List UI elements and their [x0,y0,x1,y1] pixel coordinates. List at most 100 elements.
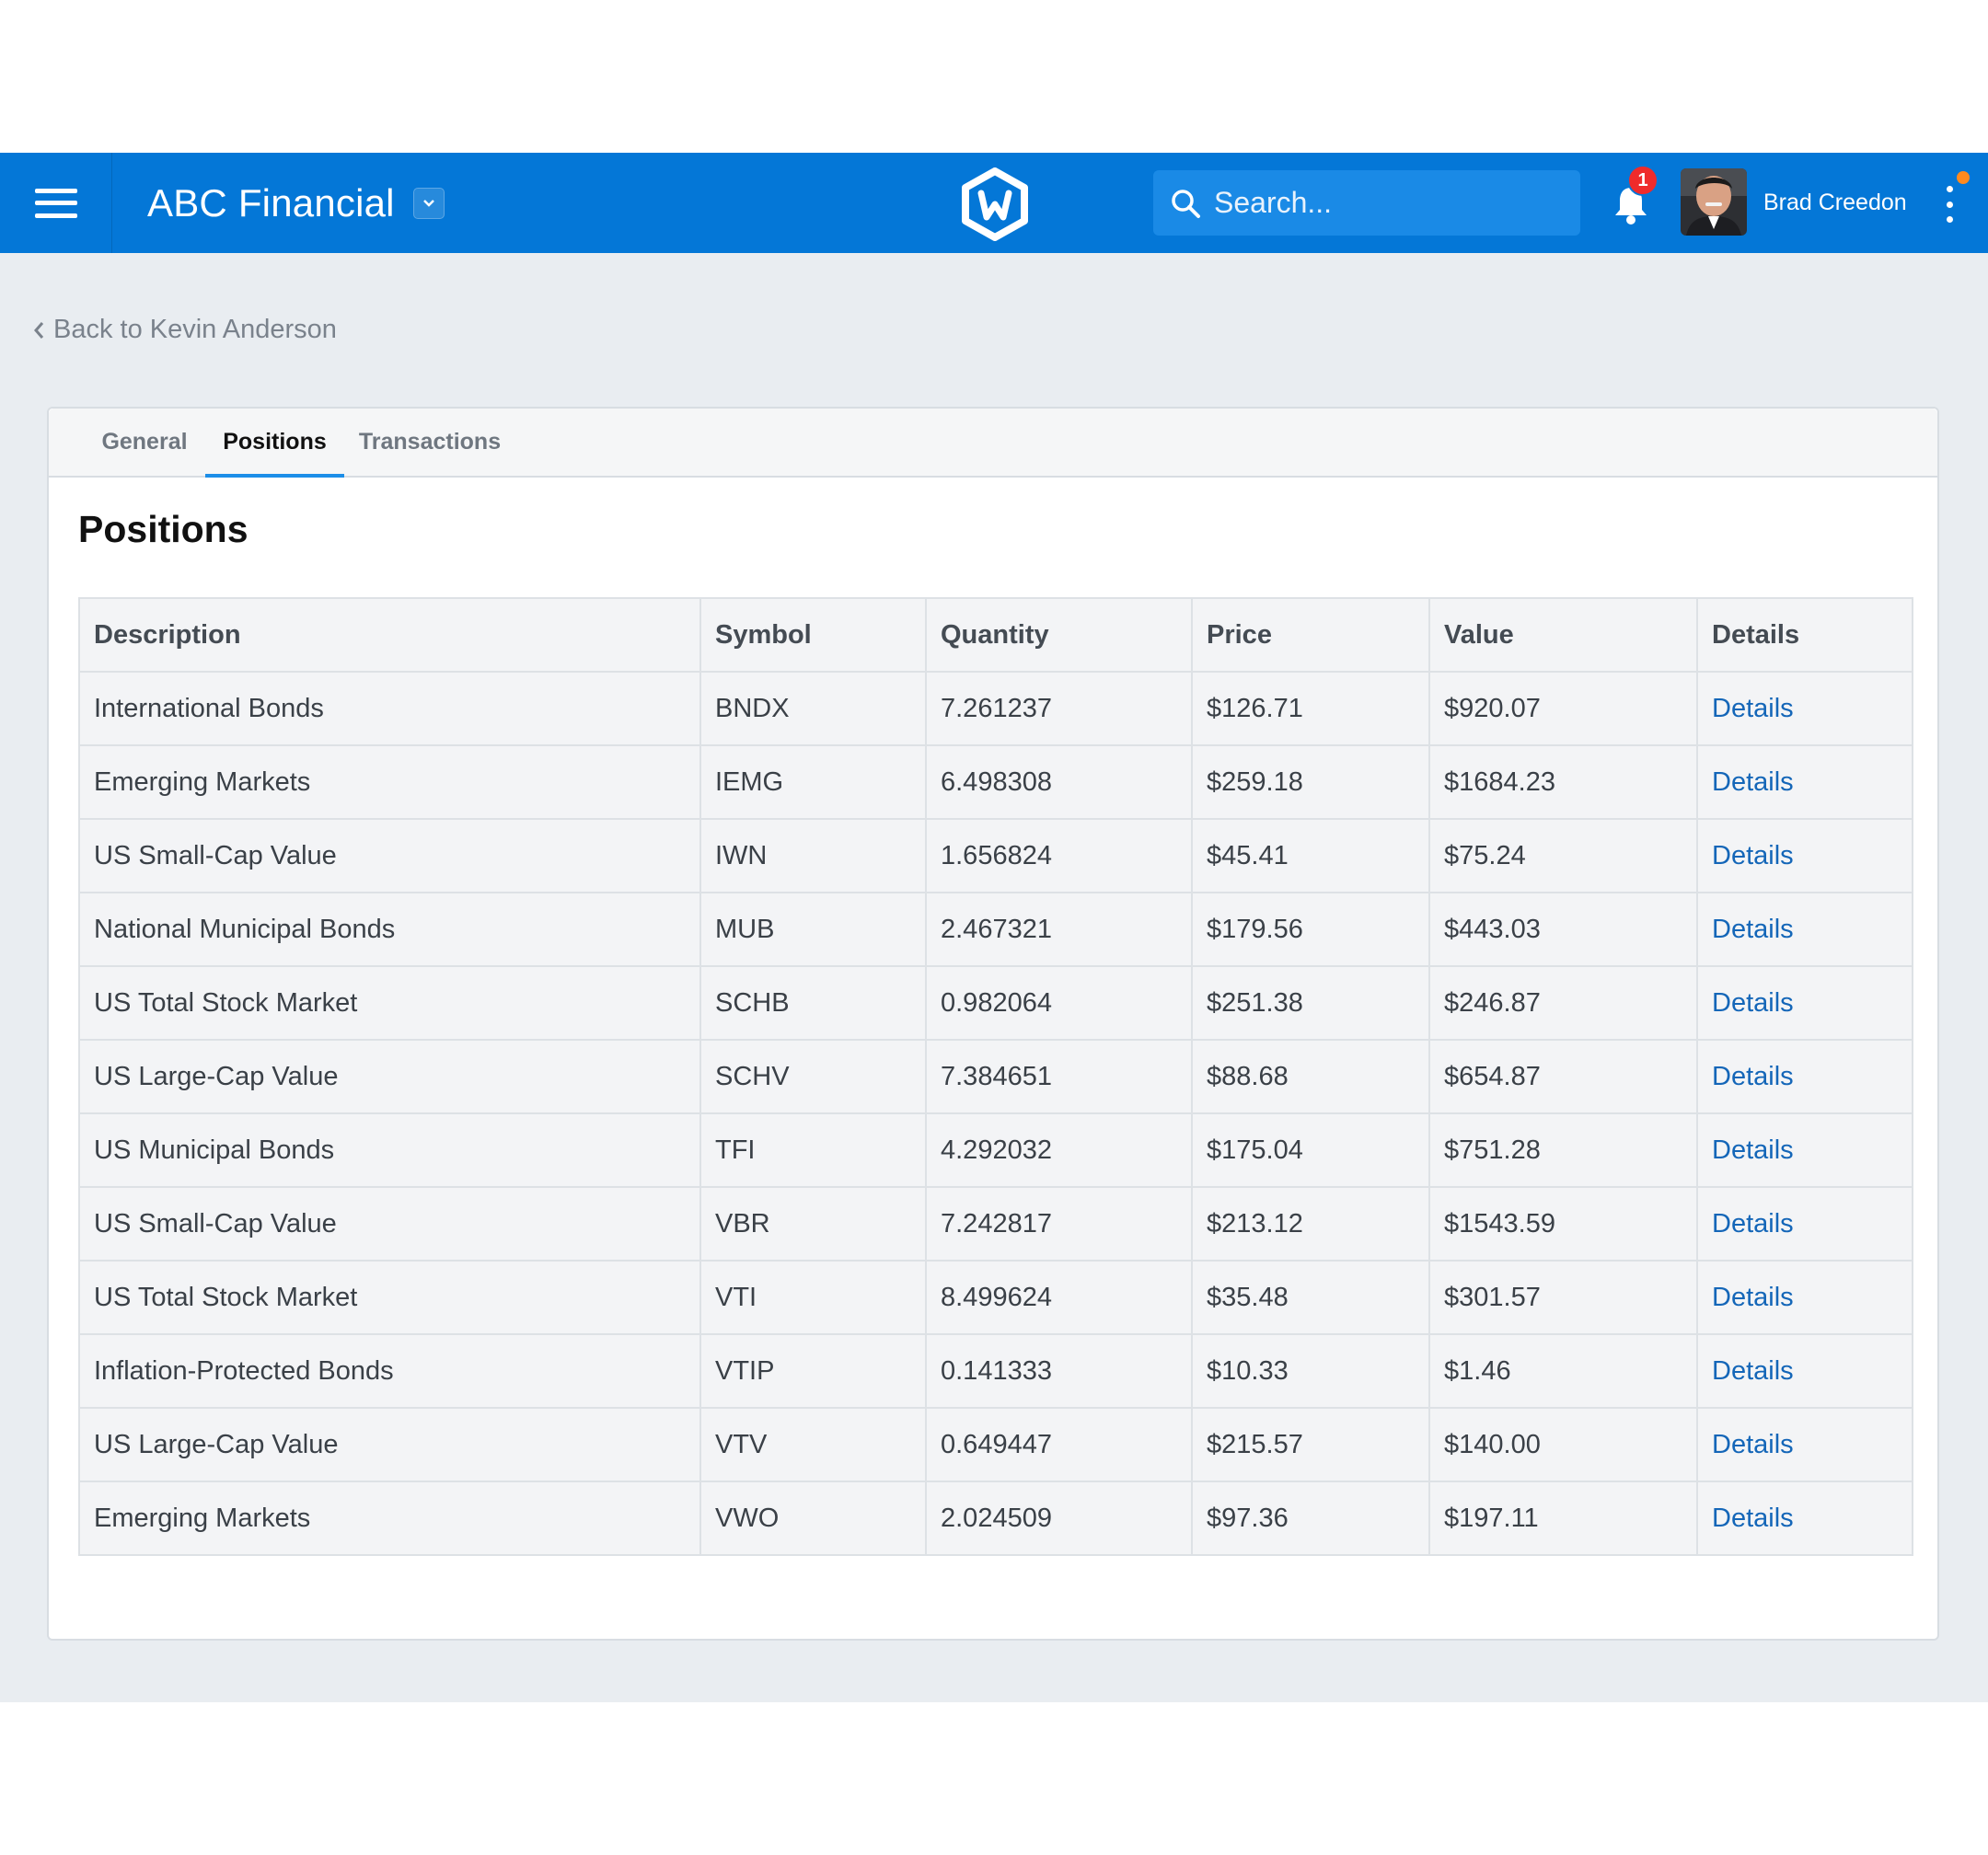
search-icon [1172,189,1200,218]
cell-details: Details [1696,1186,1913,1262]
cell-price: $35.48 [1191,1260,1430,1335]
cell-quantity: 6.498308 [925,744,1193,820]
cell-symbol: IWN [699,818,927,893]
hamburger-menu-button[interactable] [0,153,112,253]
cell-price: $126.71 [1191,671,1430,746]
column-header-description: Description [78,597,701,673]
cell-symbol: VWO [699,1481,927,1556]
cell-symbol: VTV [699,1407,927,1482]
cell-price: $215.57 [1191,1407,1430,1482]
cell-symbol: IEMG [699,744,927,820]
cell-description: US Large-Cap Value [78,1039,701,1114]
tab-positions[interactable]: Positions [205,409,344,478]
user-photo [1681,168,1747,236]
table-row: Emerging Markets IEMG 6.498308 $259.18 $1684… [78,744,1913,820]
cell-description: US Small-Cap Value [78,818,701,893]
cell-details: Details [1696,671,1913,746]
cell-quantity: 0.982064 [925,965,1193,1041]
cell-price: $97.36 [1191,1481,1430,1556]
details-link[interactable]: Details [1712,840,1794,870]
cell-symbol: VBR [699,1186,927,1262]
cell-price: $10.33 [1191,1333,1430,1409]
details-link[interactable]: Details [1712,1208,1794,1239]
notification-badge: 1 [1627,165,1659,196]
cell-quantity: 0.649447 [925,1407,1193,1482]
cell-quantity: 1.656824 [925,818,1193,893]
cell-description: Inflation-Protected Bonds [78,1333,701,1409]
cell-details: Details [1696,965,1913,1041]
back-link[interactable]: Back to Kevin Anderson [33,315,337,345]
cell-symbol: MUB [699,892,927,967]
table-row: US Small-Cap Value IWN 1.656824 $45.41 $75.2… [78,818,1913,893]
kebab-menu-icon[interactable] [1940,186,1959,223]
cell-quantity: 8.499624 [925,1260,1193,1335]
cell-description: Emerging Markets [78,744,701,820]
cell-description: US Small-Cap Value [78,1186,701,1262]
cell-details: Details [1696,892,1913,967]
cell-value: $751.28 [1428,1112,1698,1188]
cell-quantity: 2.024509 [925,1481,1193,1556]
cell-value: $654.87 [1428,1039,1698,1114]
table-row: Emerging Markets VWO 2.024509 $97.36 $197.11… [78,1481,1913,1556]
top-navigation-bar: ABC Financial 1 [0,153,1988,253]
cell-quantity: 4.292032 [925,1112,1193,1188]
cell-value: $1543.59 [1428,1186,1698,1262]
cell-price: $213.12 [1191,1186,1430,1262]
details-link[interactable]: Details [1712,914,1794,944]
cell-symbol: VTI [699,1260,927,1335]
tab-bar: General Positions Transactions [49,409,1937,478]
details-link[interactable]: Details [1712,1282,1794,1312]
cell-symbol: SCHB [699,965,927,1041]
cell-value: $1684.23 [1428,744,1698,820]
details-link[interactable]: Details [1712,1061,1794,1091]
cell-quantity: 7.261237 [925,671,1193,746]
brand: ABC Financial [147,153,445,253]
user-name[interactable]: Brad Creedon [1763,190,1907,215]
details-link[interactable]: Details [1712,987,1794,1018]
details-link[interactable]: Details [1712,1429,1794,1459]
cell-symbol: VTIP [699,1333,927,1409]
cell-description: Emerging Markets [78,1481,701,1556]
column-header-details: Details [1696,597,1913,673]
app-switcher-dropdown[interactable] [412,187,445,219]
cell-price: $251.38 [1191,965,1430,1041]
app-title: ABC Financial [147,180,395,225]
cell-value: $75.24 [1428,818,1698,893]
cell-description: US Total Stock Market [78,965,701,1041]
cell-price: $259.18 [1191,744,1430,820]
cell-details: Details [1696,818,1913,893]
cell-price: $45.41 [1191,818,1430,893]
page-title: Positions [78,508,248,550]
table-row: US Large-Cap Value SCHV 7.384651 $88.68 $654… [78,1039,1913,1114]
global-search[interactable] [1153,170,1580,236]
cell-symbol: TFI [699,1112,927,1188]
avatar[interactable] [1681,168,1747,236]
cell-symbol: BNDX [699,671,927,746]
positions-table: Description Symbol Quantity Price Value … [78,597,1913,1556]
details-link[interactable]: Details [1712,1355,1794,1386]
details-link[interactable]: Details [1712,693,1794,723]
cell-details: Details [1696,1407,1913,1482]
cell-symbol: SCHV [699,1039,927,1114]
table-row: US Small-Cap Value VBR 7.242817 $213.12 $154… [78,1186,1913,1262]
table-row: US Total Stock Market SCHB 0.982064 $251.38… [78,965,1913,1041]
details-link[interactable]: Details [1712,1503,1794,1533]
tab-transactions[interactable]: Transactions [358,429,502,455]
cell-value: $301.57 [1428,1260,1698,1335]
hexagon-w-logo[interactable] [961,167,1029,241]
details-link[interactable]: Details [1712,766,1794,797]
tab-general[interactable]: General [101,429,188,455]
search-input[interactable] [1212,185,1566,221]
cell-description: US Total Stock Market [78,1260,701,1335]
cell-description: US Municipal Bonds [78,1112,701,1188]
cell-value: $140.00 [1428,1407,1698,1482]
column-header-value: Value [1428,597,1698,673]
cell-quantity: 7.384651 [925,1039,1193,1114]
column-header-symbol: Symbol [699,597,927,673]
cell-value: $246.87 [1428,965,1698,1041]
table-row: National Municipal Bonds MUB 2.467321 $179.… [78,892,1913,967]
table-body: International Bonds BNDX 7.261237 $126.71 $9… [78,671,1913,1556]
details-link[interactable]: Details [1712,1135,1794,1165]
cell-quantity: 2.467321 [925,892,1193,967]
cell-value: $1.46 [1428,1333,1698,1409]
